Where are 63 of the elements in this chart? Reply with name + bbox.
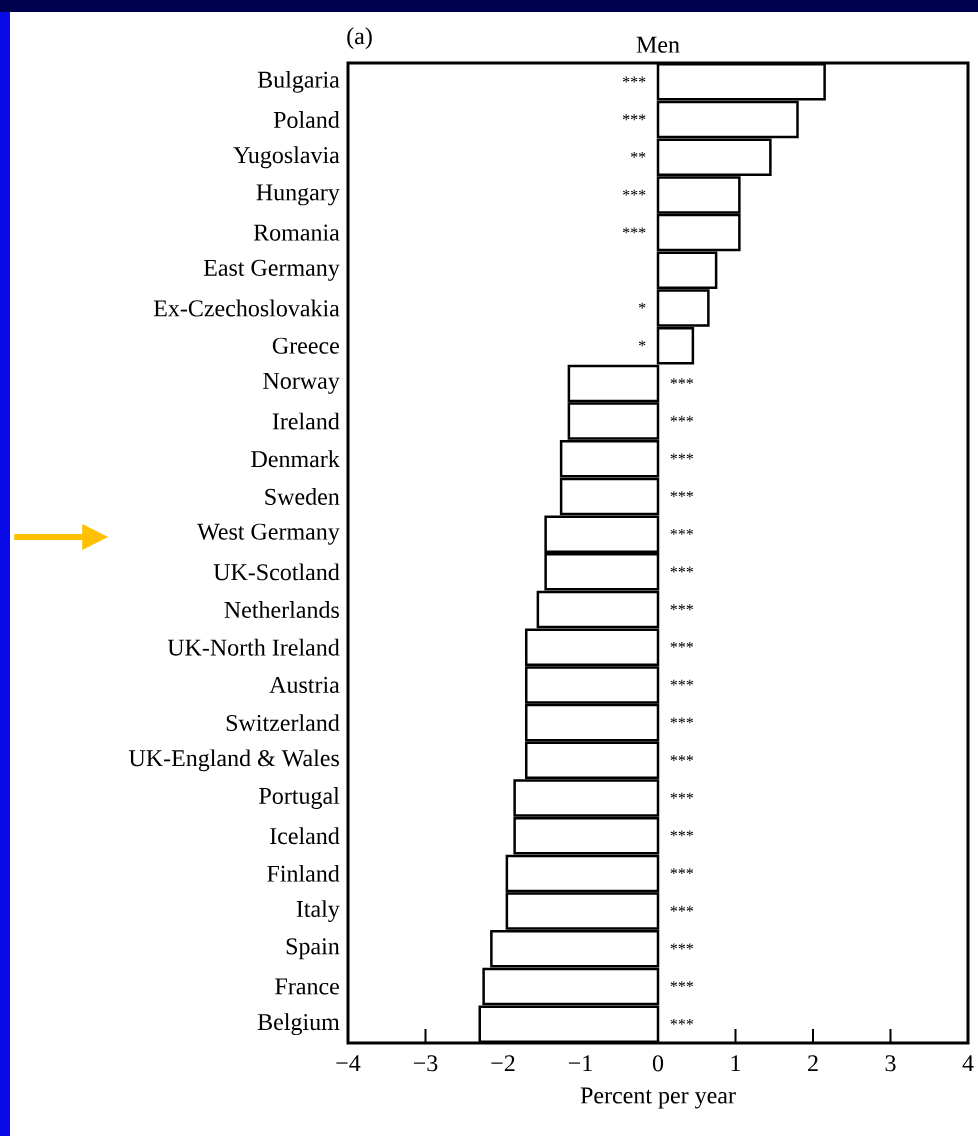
data-label: *** [670,792,694,799]
y-tick-label: Denmark [251,450,340,468]
data-label: *** [622,76,646,83]
data-label: *** [670,943,694,950]
y-tick-label: UK-North Ireland [167,638,340,656]
y-tick-label: Finland [267,864,340,882]
data-label: *** [670,1018,694,1025]
y-tick-label: Yugoslavia [233,146,340,169]
y-tick-label: Belgium [257,1013,340,1036]
text: (a) [347,27,372,50]
x-tick-label: −4 [336,1055,361,1072]
data-label: *** [670,528,694,535]
y-tick-label: Greece [272,337,339,354]
data-label: *** [670,981,694,988]
y-tick-label: West Germany [197,523,340,545]
data-label: *** [670,905,694,912]
y-tick-label: Switzerland [226,714,340,732]
y-tick-label: Portugal [259,787,340,809]
x-tick-label: 2 [808,1055,818,1072]
data-label: *** [670,491,694,498]
data-label: *** [670,378,694,385]
y-tick-label: Hungary [256,184,340,206]
data-label: *** [622,227,646,234]
y-tick-label: Austria [269,676,340,693]
y-tick-label: East Germany [203,259,340,281]
y-tick-label: Ex-Czechoslovakia [153,299,340,317]
data-label: *** [622,114,646,121]
x-tick-label: −2 [491,1055,515,1072]
y-tick-label: Italy [296,900,340,922]
y-tick-label: Spain [286,938,340,960]
data-label: *** [670,604,694,611]
data-label: * [638,340,646,347]
x-tick-label: 1 [731,1055,741,1072]
data-label: *** [670,679,694,686]
data-label: *** [670,830,694,837]
y-tick-label: Romania [253,224,340,241]
y-tick-label: Bulgaria [257,70,340,93]
x-tick-label: 4 [962,1055,974,1072]
y-tick-label: Iceland [270,827,340,845]
y-tick-label: Ireland [272,412,340,430]
data-label: *** [670,717,694,724]
chart-title: Men [636,36,680,53]
y-tick-label: Netherlands [224,601,339,618]
data-label: *** [670,755,694,761]
x-tick-label: 0 [652,1055,664,1072]
data-label: *** [622,189,646,196]
y-tick-label: UK-Scotland [213,563,340,581]
y-tick-label: UK-England & Wales [128,749,339,772]
data-label: ** [630,152,646,158]
x-tick-label: −1 [568,1055,592,1072]
y-tick-label: Norway [263,372,340,394]
y-tick-label: Poland [273,111,340,128]
x-axis-title: Percent per year [580,1087,736,1109]
x-tick-label: 3 [885,1055,896,1072]
data-label: *** [670,868,694,875]
data-label: *** [670,453,694,460]
data-label: * [638,302,646,309]
y-tick-label: France [275,978,339,995]
y-tick-label: Sweden [265,488,340,505]
data-label: *** [670,566,694,573]
data-label: *** [670,415,694,422]
data-label: *** [670,642,694,648]
x-tick-label: −3 [413,1055,438,1072]
